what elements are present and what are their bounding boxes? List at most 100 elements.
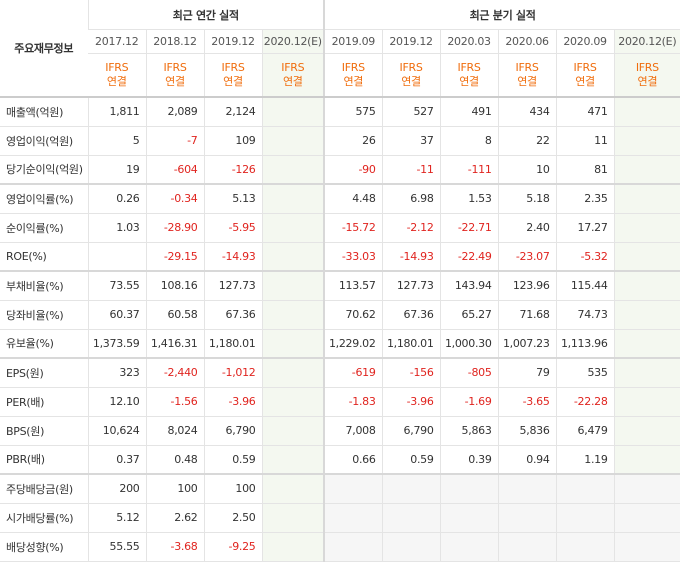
quarter-value-cell: -15.72: [323, 213, 383, 243]
annual-value-cell: [261, 271, 325, 301]
annual-value-cell: -604: [145, 155, 204, 185]
row-label: BPS(원): [0, 416, 88, 446]
quarter-value-cell: [613, 213, 681, 243]
annual-value-cell: 1,180.01: [203, 329, 262, 359]
basis-ifrs: IFRS: [163, 61, 187, 74]
quarter-value-cell: -5.32: [555, 242, 615, 272]
quarter-value-cell: -22.71: [439, 213, 499, 243]
annual-value-cell: [261, 242, 325, 272]
basis-consolidated: 연결: [282, 75, 303, 88]
annual-value-cell: -2,440: [145, 358, 204, 388]
row-label: 시가배당률(%): [0, 503, 88, 533]
annual-value-cell: 73.55: [87, 271, 146, 301]
annual-value-cell: 60.37: [87, 300, 146, 330]
quarter-value-cell: [613, 155, 681, 185]
basis-ifrs: IFRS: [341, 61, 365, 74]
quarter-value-cell: 1,229.02: [323, 329, 383, 359]
basis-ifrs: IFRS: [635, 61, 659, 74]
quarter-value-cell: [613, 271, 681, 301]
quarter-value-cell: [613, 329, 681, 359]
table-row: 유보율(%) 1,373.59 1,416.31 1,180.01 1,229.02 1,…: [0, 329, 681, 359]
quarter-value-cell: -22.28: [555, 387, 615, 417]
annual-value-cell: 109: [203, 126, 262, 156]
quarter-value-cell: -14.93: [381, 242, 441, 272]
quarter-value-cell: [613, 126, 681, 156]
annual-value-cell: [87, 242, 146, 272]
quarter-value-cell: -23.07: [497, 242, 557, 272]
quarter-value-cell: -2.12: [381, 213, 441, 243]
annual-value-cell: 2,089: [145, 97, 204, 127]
annual-value-cell: 323: [87, 358, 146, 388]
empty-cell: [439, 532, 499, 562]
quarter-value-cell: [613, 300, 681, 330]
period-header: 2020.09: [555, 29, 615, 54]
annual-value-cell: [261, 184, 325, 214]
table-row: 매출액(억원) 1,811 2,089 2,124 575 527 491 434 471: [0, 97, 681, 127]
table-row: 순이익률(%) 1.03 -28.90 -5.95 -15.72 -2.12 -22.71 2…: [0, 213, 681, 243]
annual-section-title: 최근 연간 실적: [87, 0, 325, 30]
empty-cell: [381, 503, 441, 533]
basis-header: IFRS 연결: [145, 53, 204, 98]
quarter-value-cell: 65.27: [439, 300, 499, 330]
quarter-value-cell: -805: [439, 358, 499, 388]
annual-value-cell: 1.03: [87, 213, 146, 243]
annual-value-cell: [261, 445, 325, 475]
basis-header: IFRS 연결: [613, 53, 681, 98]
quarter-value-cell: 5.18: [497, 184, 557, 214]
row-label: 매출액(억원): [0, 97, 88, 127]
quarter-value-cell: 471: [555, 97, 615, 127]
quarter-value-cell: 7,008: [323, 416, 383, 446]
annual-value-cell: [261, 532, 325, 562]
basis-header-row: IFRS 연결 IFRS 연결 IFRS 연결 IFRS 연결 IFRS 연결 IFRS 연결 IFRS…: [0, 53, 681, 98]
empty-cell: [323, 503, 383, 533]
quarter-value-cell: 74.73: [555, 300, 615, 330]
basis-ifrs: IFRS: [515, 61, 539, 74]
quarter-value-cell: 1.19: [555, 445, 615, 475]
quarter-value-cell: 2.40: [497, 213, 557, 243]
quarter-value-cell: [613, 445, 681, 475]
annual-value-cell: [261, 97, 325, 127]
quarter-value-cell: 575: [323, 97, 383, 127]
basis-header: IFRS 연결: [555, 53, 615, 98]
quarter-value-cell: 1,007.23: [497, 329, 557, 359]
period-header: 2020.06: [497, 29, 557, 54]
annual-value-cell: [261, 503, 325, 533]
table-row: PBR(배) 0.37 0.48 0.59 0.66 0.59 0.39 0.94 1.19: [0, 445, 681, 475]
annual-value-cell: 6,790: [203, 416, 262, 446]
quarter-value-cell: 8: [439, 126, 499, 156]
quarter-value-cell: 67.36: [381, 300, 441, 330]
annual-value-cell: [261, 300, 325, 330]
annual-value-cell: -0.34: [145, 184, 204, 214]
basis-consolidated: 연결: [165, 75, 185, 88]
annual-value-cell: 200: [87, 474, 146, 504]
basis-header: IFRS 연결: [439, 53, 499, 98]
annual-value-cell: 12.10: [87, 387, 146, 417]
period-header: 2020.12(E): [261, 29, 325, 54]
annual-value-cell: 19: [87, 155, 146, 185]
period-header: 2018.12: [145, 29, 204, 54]
row-label: 당좌비율(%): [0, 300, 88, 330]
empty-cell: [497, 532, 557, 562]
annual-value-cell: 1,811: [87, 97, 146, 127]
quarter-value-cell: 79: [497, 358, 557, 388]
row-label: 순이익률(%): [0, 213, 88, 243]
annual-value-cell: 0.48: [145, 445, 204, 475]
basis-ifrs: IFRS: [399, 61, 423, 74]
empty-cell: [555, 532, 615, 562]
basis-header: IFRS 연결: [323, 53, 383, 98]
period-header: 2020.12(E): [613, 29, 681, 54]
quarter-value-cell: 115.44: [555, 271, 615, 301]
annual-value-cell: 108.16: [145, 271, 204, 301]
quarter-value-cell: 81: [555, 155, 615, 185]
quarter-value-cell: [613, 97, 681, 127]
row-label: ROE(%): [0, 242, 88, 272]
empty-cell: [497, 474, 557, 504]
period-header: 2019.12: [203, 29, 262, 54]
quarter-value-cell: -11: [381, 155, 441, 185]
quarter-value-cell: 123.96: [497, 271, 557, 301]
row-label: EPS(원): [0, 358, 88, 388]
basis-ifrs: IFRS: [221, 61, 245, 74]
quarter-value-cell: 4.48: [323, 184, 383, 214]
annual-value-cell: [261, 213, 325, 243]
annual-value-cell: 67.36: [203, 300, 262, 330]
